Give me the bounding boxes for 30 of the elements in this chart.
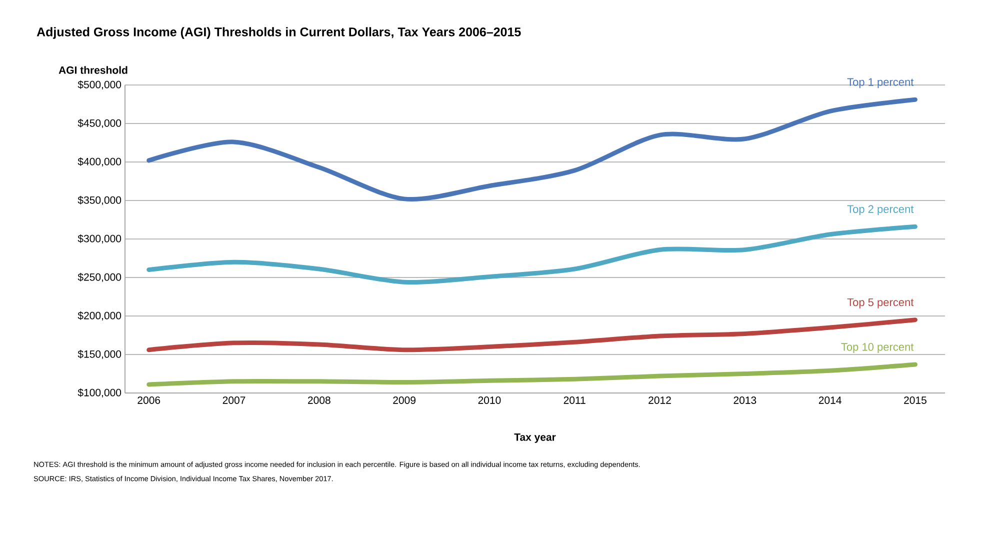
y-tick-label: $300,000 [78, 234, 122, 244]
x-tick-label: 2013 [734, 396, 756, 404]
x-tick-label: 2006 [138, 396, 160, 404]
x-axis-title: Tax year [514, 434, 556, 443]
y-tick-label: $400,000 [78, 157, 122, 167]
y-tick-label: $500,000 [78, 80, 122, 90]
x-tick-label: 2010 [478, 396, 501, 404]
series-label: Top 10 percent [841, 343, 914, 353]
line-series [146, 362, 918, 387]
y-tick-label: $350,000 [78, 196, 122, 206]
x-tick-label: 2007 [222, 396, 246, 404]
line-series [146, 224, 918, 284]
y-axis-title: AGI threshold [58, 66, 128, 74]
series-label: Top 2 percent [847, 205, 914, 216]
line-series [146, 318, 918, 352]
y-tick-label: $450,000 [78, 118, 122, 128]
y-tick-label: $200,000 [78, 311, 122, 321]
x-tick-label: 2009 [393, 396, 416, 404]
y-tick-label: $250,000 [78, 272, 122, 282]
x-tick-label: 2012 [648, 396, 671, 404]
series-label: Top 1 percent [847, 78, 914, 88]
line-series [146, 97, 918, 202]
y-tick-label: $100,000 [78, 388, 122, 398]
x-tick-label: 2011 [564, 396, 586, 404]
y-tick-label: $150,000 [78, 350, 122, 360]
x-tick-label: 2008 [308, 396, 330, 404]
x-tick-label: 2015 [904, 396, 926, 404]
x-tick-label: 2014 [818, 396, 842, 404]
series-label: Top 5 percent [847, 298, 914, 308]
chart-title: Adjusted Gross Income (AGI) Thresholds in Current Dollars, Tax Years 2006–2015 [36, 27, 521, 39]
